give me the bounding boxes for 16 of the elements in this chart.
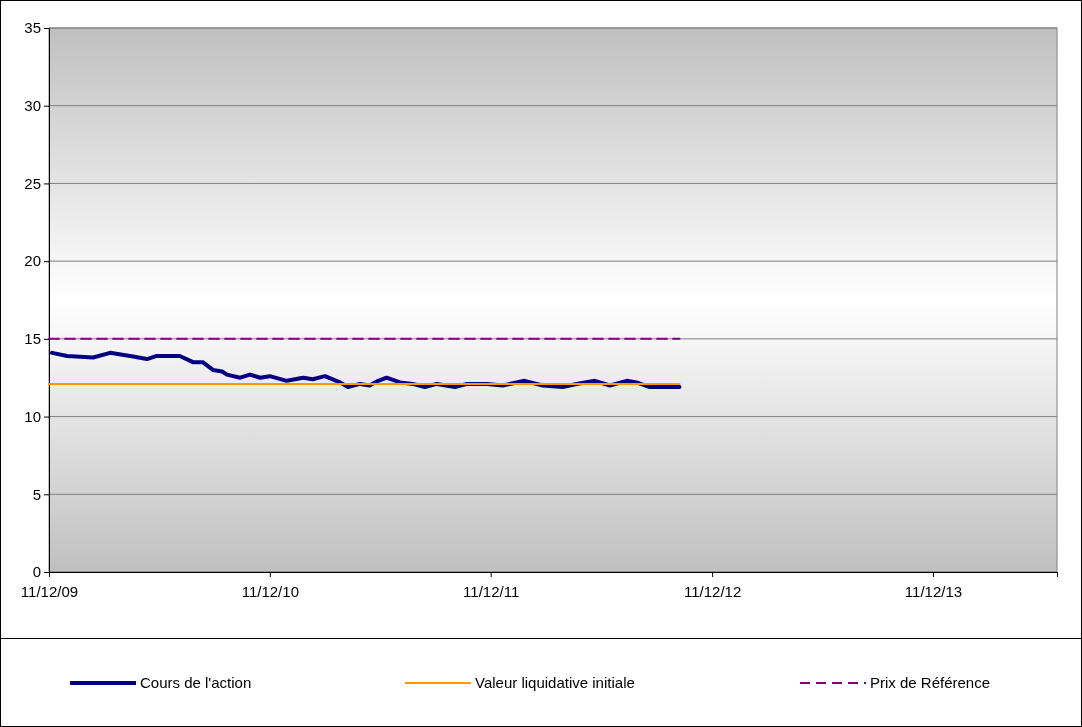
y-tick-label: 10 <box>24 407 41 425</box>
x-tick-label: 11/12/12 <box>683 582 742 600</box>
legend-label: Valeur liquidative initiale <box>475 674 635 692</box>
y-tick-label: 30 <box>24 97 41 115</box>
y-tick-label: 0 <box>32 563 41 581</box>
x-tick-label: 11/12/10 <box>241 582 299 600</box>
y-tick-label: 15 <box>24 330 41 348</box>
y-tick-label: 20 <box>24 252 41 270</box>
x-tick-label: 11/12/09 <box>20 582 79 600</box>
x-tick-label: 11/12/11 <box>463 582 520 600</box>
y-tick-label: 5 <box>32 485 41 503</box>
legend-label: Prix de Référence <box>870 674 991 692</box>
y-tick-label: 35 <box>24 19 41 37</box>
legend-label: Cours de l'action <box>140 674 252 692</box>
x-tick-label: 11/12/13 <box>904 582 963 600</box>
y-tick-label: 25 <box>24 174 41 192</box>
